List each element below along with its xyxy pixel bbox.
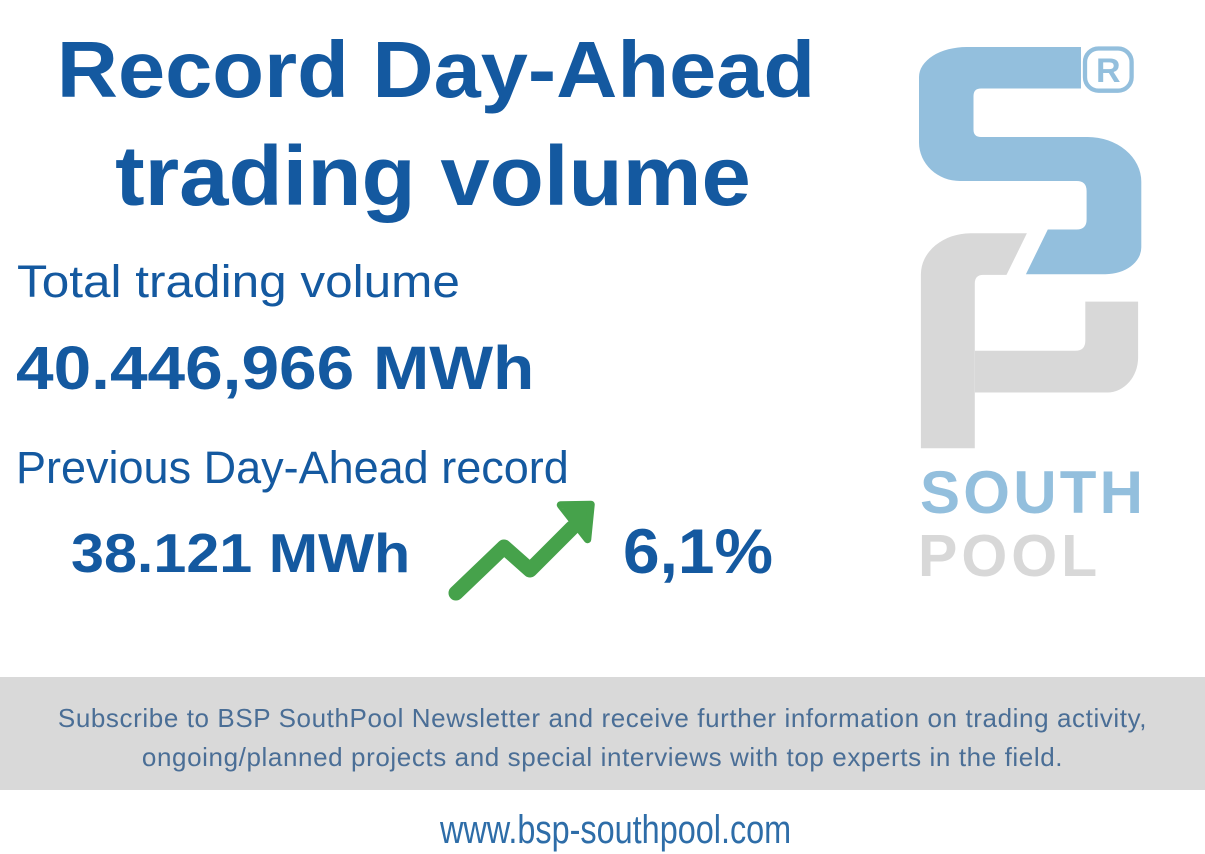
svg-text:R: R xyxy=(1096,52,1121,90)
